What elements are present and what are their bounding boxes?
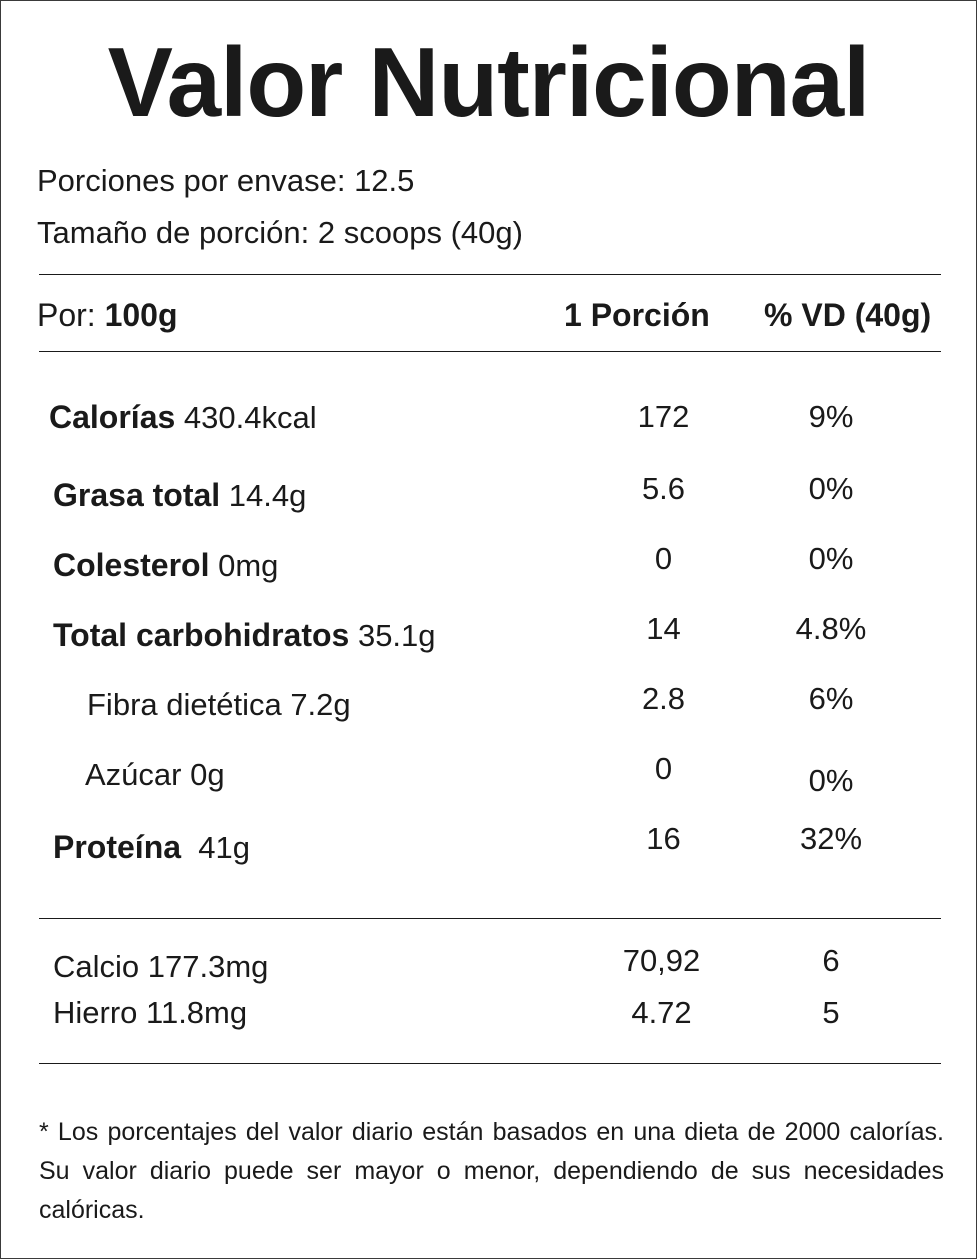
nutrient-name: Colesterol 0mg bbox=[53, 547, 279, 583]
servings-per-container: Porciones por envase: 12.5 bbox=[37, 163, 415, 198]
nutrient-dv: 4.8% bbox=[795, 611, 867, 646]
nutrient-row-total-fat: Grasa total 14.4g 5.6 0% bbox=[1, 471, 976, 513]
nutrient-serving: 0 bbox=[654, 541, 673, 576]
serving-size: Tamaño de porción: 2 scoops (40g) bbox=[37, 215, 523, 250]
label-title: Valor Nutricional bbox=[107, 27, 871, 137]
nutrient-serving: 16 bbox=[646, 821, 681, 856]
mineral-row-calcium: Calcio 177.3mg 70,92 6 bbox=[1, 943, 976, 984]
divider-minerals bbox=[39, 918, 941, 919]
nutrient-name: Calorías 430.4kcal bbox=[49, 399, 317, 435]
mineral-dv: 6 bbox=[822, 943, 840, 978]
nutrient-name: Proteína 41g bbox=[53, 829, 250, 865]
divider-footnote bbox=[39, 1063, 941, 1064]
nutrient-name: Total carbohidratos 35.1g bbox=[53, 617, 436, 653]
nutrient-dv: 9% bbox=[808, 399, 854, 434]
column-header-dv: % VD (40g) bbox=[764, 297, 932, 333]
mineral-dv: 5 bbox=[822, 995, 840, 1030]
nutrient-row-total-carbs: Total carbohidratos 35.1g 14 4.8% bbox=[1, 611, 976, 653]
mineral-name: Calcio 177.3mg bbox=[53, 949, 269, 984]
nutrient-dv: 32% bbox=[799, 821, 863, 856]
nutrient-serving: 172 bbox=[637, 399, 690, 434]
nutrient-row-sugar: Azúcar 0g 0 0% bbox=[1, 751, 976, 798]
divider-top bbox=[39, 274, 941, 275]
nutrient-row-protein: Proteína 41g 16 32% bbox=[1, 821, 976, 865]
mineral-row-iron: Hierro 11.8mg 4.72 5 bbox=[1, 995, 976, 1035]
nutrient-dv: 0% bbox=[808, 763, 854, 798]
nutrient-serving: 0 bbox=[654, 751, 673, 786]
divider-header bbox=[39, 351, 941, 352]
nutrient-serving: 5.6 bbox=[641, 471, 686, 506]
column-header-serving: 1 Porción bbox=[564, 297, 710, 333]
nutrient-name: Grasa total 14.4g bbox=[53, 477, 307, 513]
per-label-group: Por: 100g bbox=[37, 297, 178, 333]
nutrient-row-cholesterol: Colesterol 0mg 0 0% bbox=[1, 541, 976, 583]
nutrient-dv: 0% bbox=[808, 471, 854, 506]
mineral-serving: 70,92 bbox=[622, 943, 701, 978]
nutrient-name: Azúcar 0g bbox=[85, 757, 225, 792]
nutrient-name: Fibra dietética 7.2g bbox=[87, 687, 351, 722]
nutrient-row-calories: Calorías 430.4kcal 172 9% bbox=[1, 399, 976, 439]
footnote: * Los porcentajes del valor diario están… bbox=[39, 1118, 944, 1224]
nutrient-serving: 2.8 bbox=[641, 681, 686, 716]
nutrient-dv: 0% bbox=[808, 541, 854, 576]
mineral-serving: 4.72 bbox=[631, 995, 692, 1030]
per-label: Por: bbox=[37, 297, 96, 333]
nutrient-dv: 6% bbox=[808, 681, 854, 716]
nutrient-serving: 14 bbox=[646, 611, 681, 646]
mineral-name: Hierro 11.8mg bbox=[53, 995, 248, 1030]
nutrient-row-fiber: Fibra dietética 7.2g 2.8 6% bbox=[1, 681, 976, 722]
per-value: 100g bbox=[104, 297, 178, 333]
